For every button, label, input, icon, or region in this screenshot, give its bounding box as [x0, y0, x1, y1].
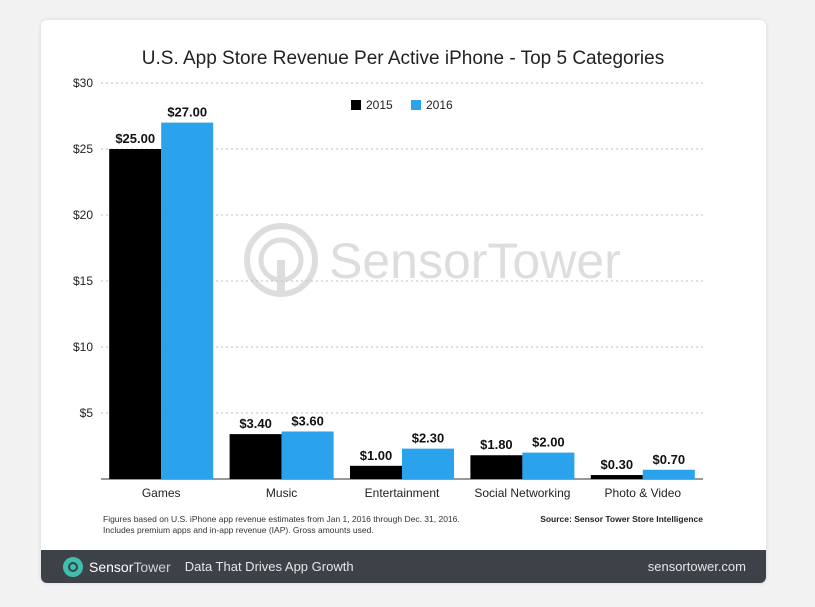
- brand-first: Sensor: [89, 558, 134, 575]
- data-label: $1.00: [360, 448, 393, 463]
- data-label: $27.00: [167, 105, 207, 120]
- footer-tagline: Data That Drives App Growth: [184, 559, 354, 574]
- x-tick-label: Games: [142, 486, 181, 500]
- data-label: $0.70: [653, 452, 686, 467]
- sensortower-logo-icon: [63, 556, 83, 577]
- x-tick-label: Music: [266, 486, 297, 500]
- footer-bar: SensorTower Data That Drives App Growth …: [41, 550, 766, 583]
- y-tick-label: $30: [73, 76, 93, 90]
- footer-site-link[interactable]: sensortower.com: [647, 559, 746, 574]
- bar: [281, 431, 334, 479]
- brand-second: Tower: [133, 558, 171, 575]
- chart-title: U.S. App Store Revenue Per Active iPhone…: [142, 48, 664, 69]
- data-label: $2.00: [532, 435, 565, 450]
- data-label: $2.30: [412, 431, 445, 446]
- legend-label: 2015: [366, 98, 393, 112]
- x-tick-label: Photo & Video: [605, 486, 682, 500]
- bar: [470, 455, 523, 479]
- data-label: $1.80: [480, 437, 513, 452]
- data-label: $25.00: [115, 131, 155, 146]
- bar: [229, 434, 282, 479]
- data-label: $3.60: [291, 413, 324, 428]
- legend-label: 2016: [426, 98, 453, 112]
- footnote-line: Includes premium apps and in-app revenue…: [103, 525, 374, 535]
- bar: [161, 122, 214, 479]
- watermark: SensorTower: [244, 223, 621, 297]
- y-tick-label: $10: [73, 340, 93, 354]
- footer-logo[interactable]: SensorTower: [63, 556, 171, 577]
- data-label: $0.30: [601, 457, 634, 472]
- bar: [590, 475, 643, 479]
- chart-card: U.S. App Store Revenue Per Active iPhone…: [41, 20, 766, 583]
- y-tick-label: $5: [80, 406, 94, 420]
- x-tick-label: Entertainment: [365, 486, 440, 500]
- bar: [350, 465, 402, 479]
- legend-swatch: [351, 100, 361, 110]
- bar: [642, 469, 695, 479]
- source-note: Source: Sensor Tower Store Intelligence: [540, 514, 703, 524]
- x-tick-label: Social Networking: [474, 486, 570, 500]
- legend-swatch: [411, 100, 421, 110]
- y-tick-label: $25: [73, 142, 93, 156]
- bar: [522, 452, 575, 479]
- bar: [402, 448, 454, 479]
- y-tick-label: $20: [73, 208, 93, 222]
- y-tick-label: $15: [73, 274, 93, 288]
- watermark-text: SensorTower: [329, 233, 621, 289]
- data-label: $3.40: [239, 416, 272, 431]
- footnote-line: Figures based on U.S. iPhone app revenue…: [103, 514, 460, 524]
- bar: [109, 149, 162, 479]
- bar-chart: U.S. App Store Revenue Per Active iPhone…: [73, 48, 703, 535]
